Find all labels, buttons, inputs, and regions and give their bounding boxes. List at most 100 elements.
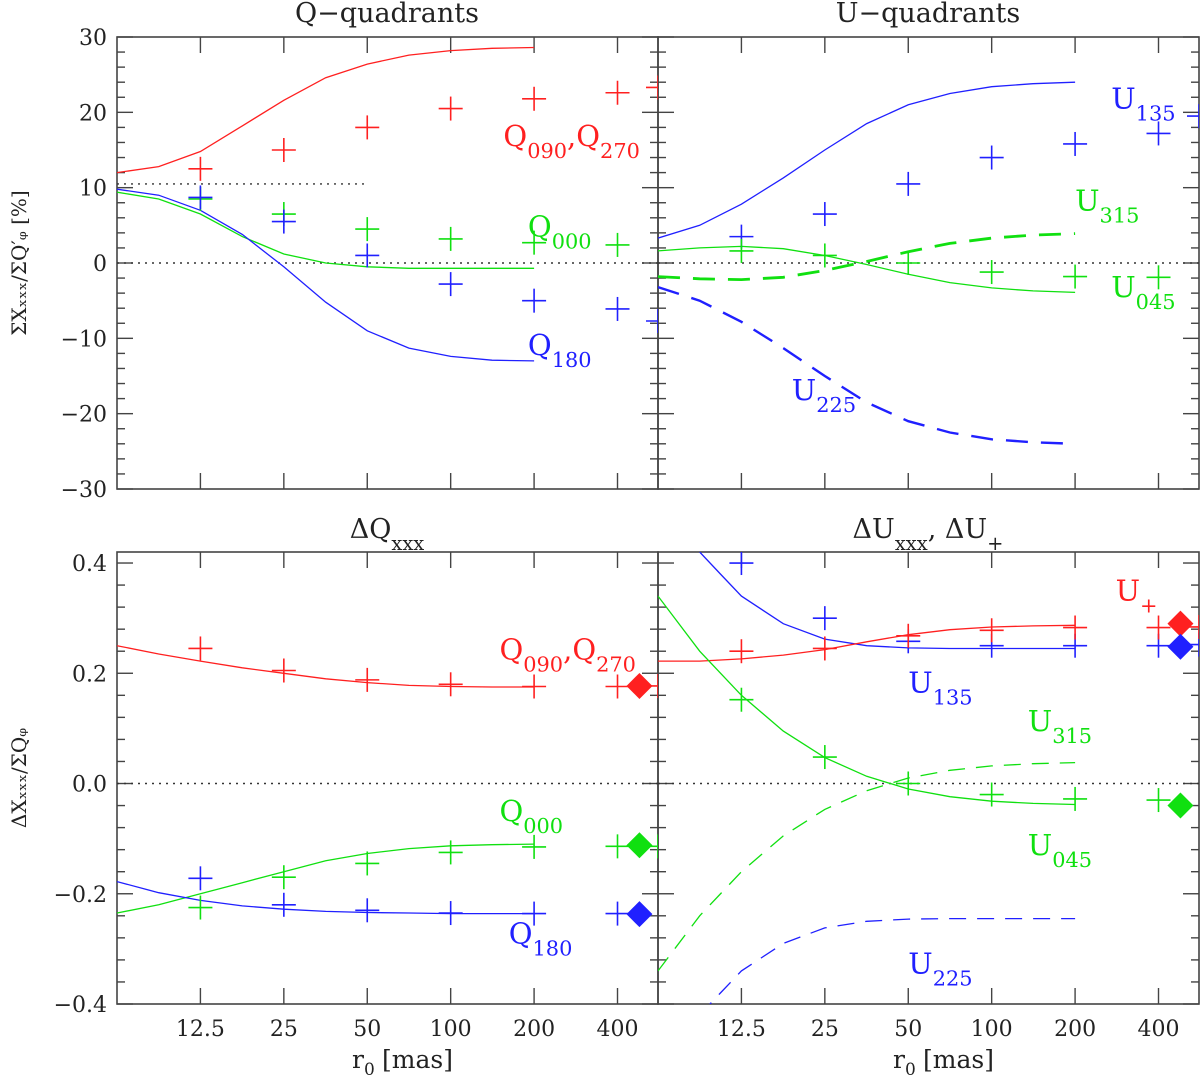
data-point-u135 (1187, 104, 1199, 129)
diamond-marker (1167, 792, 1194, 819)
data-point-u135 (979, 145, 1004, 170)
label-sub: 225 (816, 393, 856, 417)
data-point-u135 (812, 606, 837, 631)
data-point-q000 (188, 895, 213, 920)
label-main: U (792, 373, 816, 407)
data-point-q180 (438, 901, 463, 926)
data-point-q000 (522, 834, 547, 859)
data-point-q090-q270 (522, 674, 547, 699)
label-main: Q (509, 916, 533, 950)
data-point-q090-q270 (605, 674, 630, 699)
data-point-q180 (605, 901, 630, 926)
data-point-u135 (729, 552, 754, 576)
y-tick-label: 0 (93, 252, 107, 277)
series-line-q090-q270 (117, 645, 535, 688)
series-line-q090-q270 (117, 46, 535, 174)
data-point-u- (1187, 614, 1199, 639)
y-tick-label: 30 (79, 26, 107, 51)
label-main: U (908, 666, 932, 700)
x-tick-label: 100 (430, 1017, 472, 1042)
panel-content (658, 81, 1199, 445)
panel-frame-bottom-right (657, 551, 1200, 1005)
panel-content (658, 552, 1199, 1004)
label-sub: 315 (1100, 203, 1140, 227)
x-tick-label: 100 (971, 1017, 1013, 1042)
x-tick-label: 12.5 (717, 1017, 766, 1042)
diamond-marker (626, 672, 653, 699)
x-tick-label: 50 (353, 1017, 381, 1042)
label-main: Q (503, 119, 527, 153)
subscript-label: Q090,Q270 (499, 632, 636, 676)
label-main: U (1116, 574, 1140, 608)
label-main: Q (572, 632, 596, 666)
panel-content (117, 636, 658, 928)
diamond-marker (626, 832, 653, 859)
label-sub: 180 (552, 348, 592, 372)
label-main: ΔQ (350, 514, 392, 545)
series-line-u225 (658, 285, 1076, 445)
data-point-q180 (355, 898, 380, 923)
label-main: U (1028, 828, 1052, 862)
y-tick-label: −20 (61, 403, 107, 428)
subscript-label: U225 (792, 373, 856, 417)
top-right-title: U−quadrants (836, 0, 1021, 29)
subscript-label: Q180 (509, 916, 573, 960)
data-point-q090-q270 (438, 96, 463, 121)
subscript-label: ΔQxxx (350, 514, 425, 555)
label-main: U (1075, 183, 1099, 217)
label-sub: + (1140, 594, 1158, 618)
x-axis-label-left: r 0 [mas] (352, 1045, 453, 1080)
label-separator: , (928, 514, 945, 545)
subscript-label: U315 (1075, 183, 1139, 227)
data-point-u- (729, 639, 754, 664)
label-sub: 225 (933, 967, 973, 991)
panel-content (117, 46, 658, 362)
series-line-u135 (699, 552, 1076, 650)
label-sub: 135 (933, 686, 973, 710)
series-line-u- (658, 624, 1076, 662)
y-tick-label: 0.0 (72, 773, 107, 798)
subscript-label: U315 (1028, 704, 1092, 748)
data-point-q090-q270 (188, 156, 213, 181)
data-point-u135 (1146, 121, 1171, 146)
data-point-u- (979, 618, 1004, 643)
diamond-marker (1167, 610, 1194, 637)
label-main: ΔU (945, 514, 987, 545)
data-point-u045 (1063, 786, 1088, 811)
series-line-u225 (709, 917, 1076, 1004)
data-point-u045 (896, 771, 921, 796)
data-point-u045 (1146, 265, 1171, 290)
data-point-u045 (812, 243, 837, 268)
x-label-var: r (893, 1045, 905, 1074)
diamond-marker (1167, 633, 1194, 660)
data-point-q180 (188, 185, 213, 210)
label-sub: 090 (523, 652, 563, 676)
data-point-q180 (438, 272, 463, 297)
data-point-q180 (605, 296, 630, 321)
diamond-marker (626, 901, 653, 928)
x-label-sub: 0 (364, 1060, 375, 1080)
bottom-y-axis-label: ΔXₓₓₓ/ΣQᵩ (7, 728, 31, 828)
data-point-u045 (979, 782, 1004, 807)
top-left-title: Q−quadrants (295, 0, 479, 29)
label-sub: 090 (527, 139, 567, 163)
subscript-label: U+ (1116, 574, 1158, 618)
y-tick-label: −10 (61, 327, 107, 352)
data-point-q000 (438, 840, 463, 865)
subscript-label: Q000 (499, 794, 563, 838)
data-point-u045 (979, 260, 1004, 285)
data-point-q180 (522, 901, 547, 926)
data-point-q090-q270 (605, 80, 630, 105)
subscript-label: U045 (1111, 270, 1175, 314)
x-tick-label: 400 (597, 1017, 639, 1042)
label-sub: 270 (596, 652, 636, 676)
subscript-label: U135 (908, 666, 972, 710)
label-main: U (908, 947, 932, 981)
data-point-q000 (438, 226, 463, 251)
panel-frame-top-left (116, 36, 659, 490)
panel-frame-bottom-left (116, 551, 659, 1005)
data-point-q090-q270 (355, 115, 380, 140)
label-main: Q (499, 794, 523, 828)
subscript-label: Q000 (528, 210, 592, 254)
label-sub: 180 (533, 936, 573, 960)
